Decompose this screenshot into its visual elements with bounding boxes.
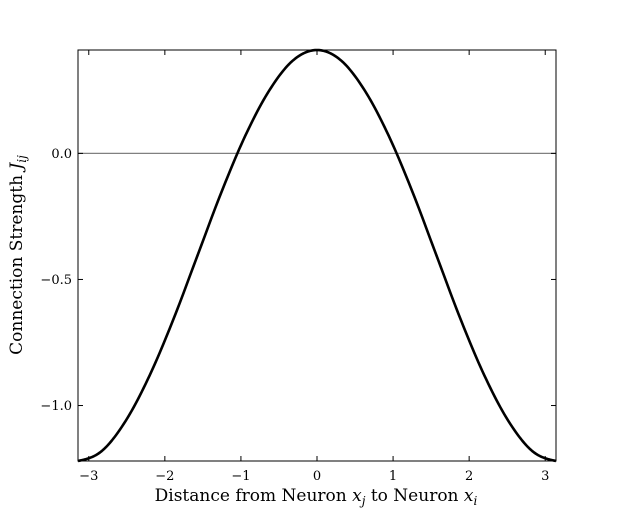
x-tick-label: 0 bbox=[313, 469, 321, 484]
x-tick-label: −3 bbox=[79, 469, 98, 484]
y-axis: −1.0 −0.5 0.0 bbox=[40, 147, 556, 414]
series-line bbox=[77, 48, 557, 463]
plot-area bbox=[77, 48, 557, 463]
x-tick-label: 3 bbox=[541, 469, 549, 484]
y-axis-label: Connection Strength Jij bbox=[7, 155, 29, 355]
y-tick-label: −0.5 bbox=[40, 273, 72, 288]
x-tick-label: 1 bbox=[389, 469, 397, 484]
x-axis-label: Distance from Neuron xj to Neuron xi bbox=[155, 486, 478, 508]
y-tick-label: −1.0 bbox=[40, 399, 72, 414]
x-axis: −3 −2 −1 0 1 2 3 bbox=[79, 50, 549, 484]
y-tick-label: 0.0 bbox=[51, 147, 72, 162]
x-tick-label: −1 bbox=[231, 469, 250, 484]
x-tick-label: 2 bbox=[465, 469, 473, 484]
plot-frame bbox=[77, 49, 557, 462]
x-tick-label: −2 bbox=[155, 469, 174, 484]
